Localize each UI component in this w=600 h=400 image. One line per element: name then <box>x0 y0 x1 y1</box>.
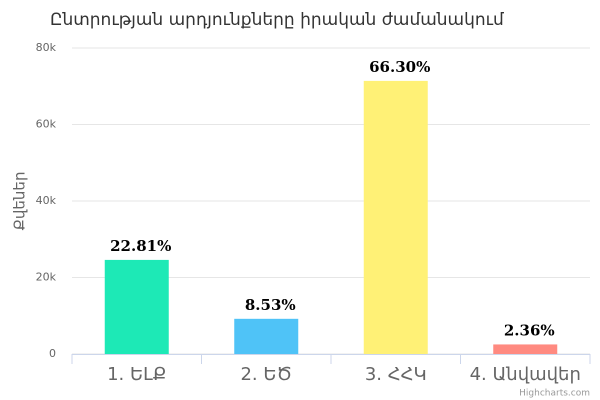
bar <box>104 259 169 354</box>
data-label: 22.81% <box>110 237 171 255</box>
chart-title: Ընտրության արդյունքները իրական ժամանակու… <box>50 10 504 30</box>
bar <box>493 344 558 354</box>
x-tick-label: 3. ՀՀԿ <box>365 364 427 385</box>
bar <box>234 318 299 354</box>
bar <box>363 80 428 355</box>
data-label: 8.53% <box>245 296 296 314</box>
y-tick-label: 80k <box>36 41 57 54</box>
y-tick-label: 60k <box>36 118 57 131</box>
y-tick-label: 20k <box>36 271 57 284</box>
x-tick-label: 4. Անվավեր <box>470 364 581 385</box>
y-axis-title: Քվեներ <box>11 172 29 231</box>
credits: Highcharts.com <box>519 389 590 399</box>
y-tick-label: 0 <box>49 347 56 360</box>
data-label: 66.30% <box>369 58 430 76</box>
data-label: 2.36% <box>504 321 555 339</box>
x-tick-label: 2. ԵԾ <box>240 364 292 385</box>
y-tick-label: 40k <box>36 194 57 207</box>
x-tick-label: 1. ԵԼՔ <box>107 364 166 385</box>
